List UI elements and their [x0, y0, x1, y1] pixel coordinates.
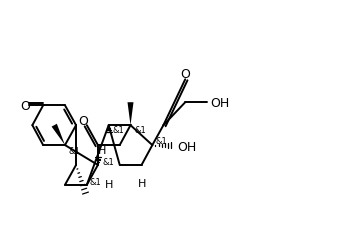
Text: H: H: [137, 179, 146, 188]
Text: OH: OH: [211, 96, 230, 109]
Text: OH: OH: [177, 141, 196, 153]
Text: H: H: [98, 145, 106, 155]
Text: O: O: [20, 99, 30, 112]
Text: &1: &1: [112, 125, 124, 134]
Text: H: H: [105, 179, 114, 190]
Text: &1: &1: [69, 146, 81, 155]
Polygon shape: [127, 103, 133, 126]
Text: &1: &1: [89, 177, 101, 186]
Text: &1: &1: [155, 136, 167, 145]
Polygon shape: [52, 124, 65, 145]
Text: &1: &1: [102, 158, 114, 167]
Text: O: O: [180, 67, 190, 80]
Text: O: O: [79, 115, 88, 128]
Text: &1: &1: [135, 125, 147, 134]
